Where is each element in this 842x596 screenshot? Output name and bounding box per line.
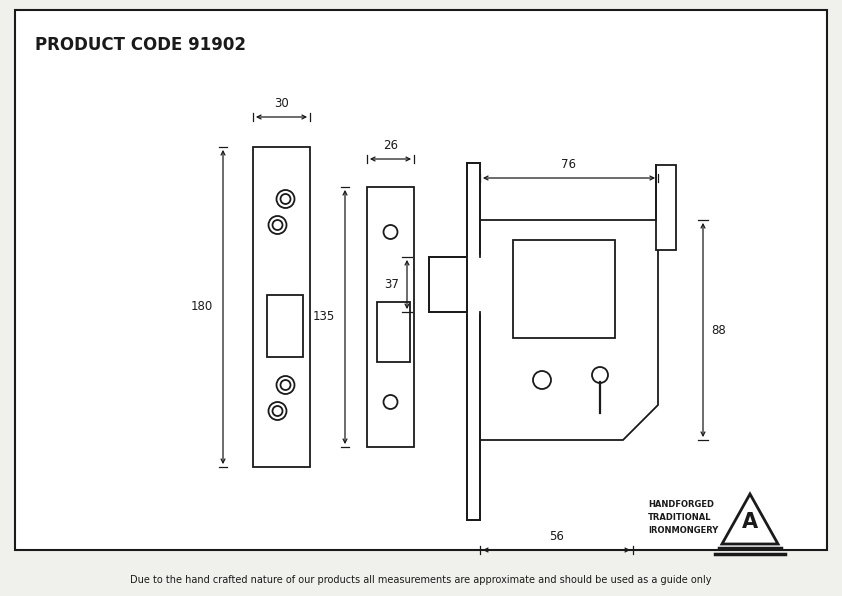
Bar [513,240,615,338]
Circle shape [280,380,290,390]
Circle shape [273,406,283,416]
Circle shape [592,367,608,383]
Text: TRADITIONAL: TRADITIONAL [648,513,711,522]
Circle shape [269,216,286,234]
Bar [429,257,467,312]
Bar [467,163,480,520]
Circle shape [273,220,283,230]
Bar [267,295,303,357]
Text: 88: 88 [711,324,726,337]
Circle shape [276,190,295,208]
Circle shape [269,402,286,420]
Text: HANDFORGED: HANDFORGED [648,500,714,509]
Text: 76: 76 [562,158,577,171]
Text: 135: 135 [312,311,335,324]
Text: Due to the hand crafted nature of our products all measurements are approximate : Due to the hand crafted nature of our pr… [131,575,711,585]
Polygon shape [480,220,658,440]
Polygon shape [722,494,778,544]
Text: 56: 56 [549,530,564,543]
Bar [253,147,310,467]
Text: 37: 37 [384,278,399,291]
Bar [377,302,410,362]
Text: 30: 30 [274,97,289,110]
Text: PRODUCT CODE 91902: PRODUCT CODE 91902 [35,36,246,54]
Circle shape [383,225,397,239]
Text: 26: 26 [383,139,398,152]
Text: IRONMONGERY: IRONMONGERY [648,526,718,535]
Circle shape [280,194,290,204]
Circle shape [383,395,397,409]
Circle shape [276,376,295,394]
Text: 180: 180 [191,300,213,313]
Bar [656,165,676,250]
Text: A: A [742,511,758,532]
Circle shape [533,371,551,389]
Bar [367,187,414,447]
